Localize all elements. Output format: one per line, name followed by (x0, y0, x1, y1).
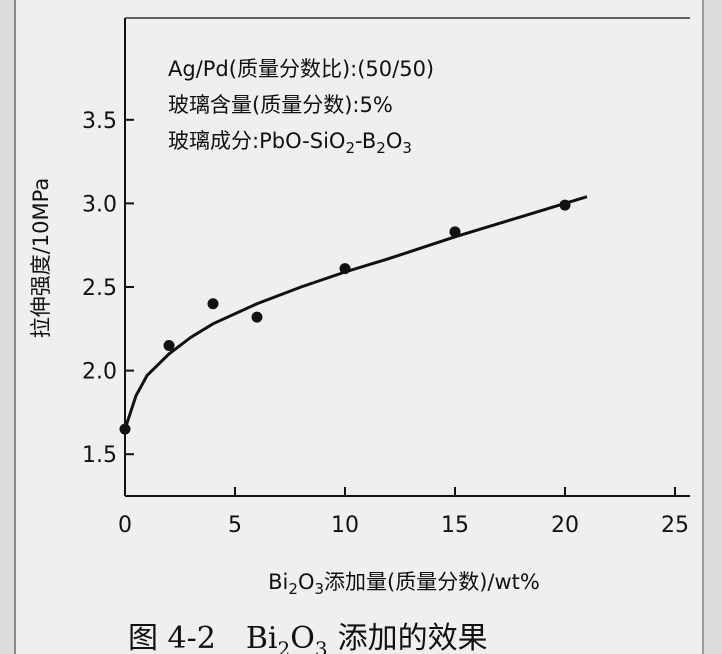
y-tick-label: 3.0 (82, 192, 117, 217)
y-ticks: 1.5 2.0 2.5 3.0 3.5 (82, 109, 134, 468)
data-points (119, 199, 571, 435)
data-point (207, 298, 219, 310)
axes (124, 17, 690, 497)
annotation-glass-content: 玻璃含量(质量分数):5% (168, 93, 393, 117)
data-point (119, 423, 131, 435)
figure-caption: 图 4-2 Bi2O3 添加的效果 (128, 621, 488, 654)
x-tick-label: 15 (441, 513, 469, 538)
x-tick-label: 25 (661, 513, 689, 538)
data-point (559, 199, 571, 211)
data-point (251, 311, 263, 323)
y-axis-title: 拉伸强度/10MPa (29, 178, 53, 339)
data-point (163, 340, 175, 352)
x-tick-label: 0 (118, 513, 132, 538)
caption-prefix: 图 4-2 (128, 621, 216, 654)
annotation-block: Ag/Pd(质量分数比):(50/50) 玻璃含量(质量分数):5% 玻璃成分:… (168, 57, 434, 157)
annotation-ratio: Ag/Pd(质量分数比):(50/50) (168, 57, 434, 81)
x-axis-title: Bi2O3添加量(质量分数)/wt% (268, 570, 540, 598)
y-tick-label: 1.5 (82, 443, 117, 468)
data-point (339, 263, 351, 275)
y-tick-label: 2.5 (82, 276, 117, 301)
y-tick-label: 2.0 (82, 360, 117, 385)
figure-frame (14, 0, 704, 654)
y-tick-label: 3.5 (82, 109, 117, 134)
x-ticks: 0 5 10 15 20 25 (118, 487, 689, 538)
x-tick-label: 10 (331, 513, 359, 538)
fit-curve (123, 195, 588, 430)
annotation-glass-composition: 玻璃成分:PbO-SiO2-B2O3 (168, 129, 412, 157)
x-tick-label: 5 (228, 513, 242, 538)
data-point (449, 226, 461, 238)
caption-suffix: 添加的效果 (338, 621, 488, 654)
x-tick-label: 20 (551, 513, 579, 538)
